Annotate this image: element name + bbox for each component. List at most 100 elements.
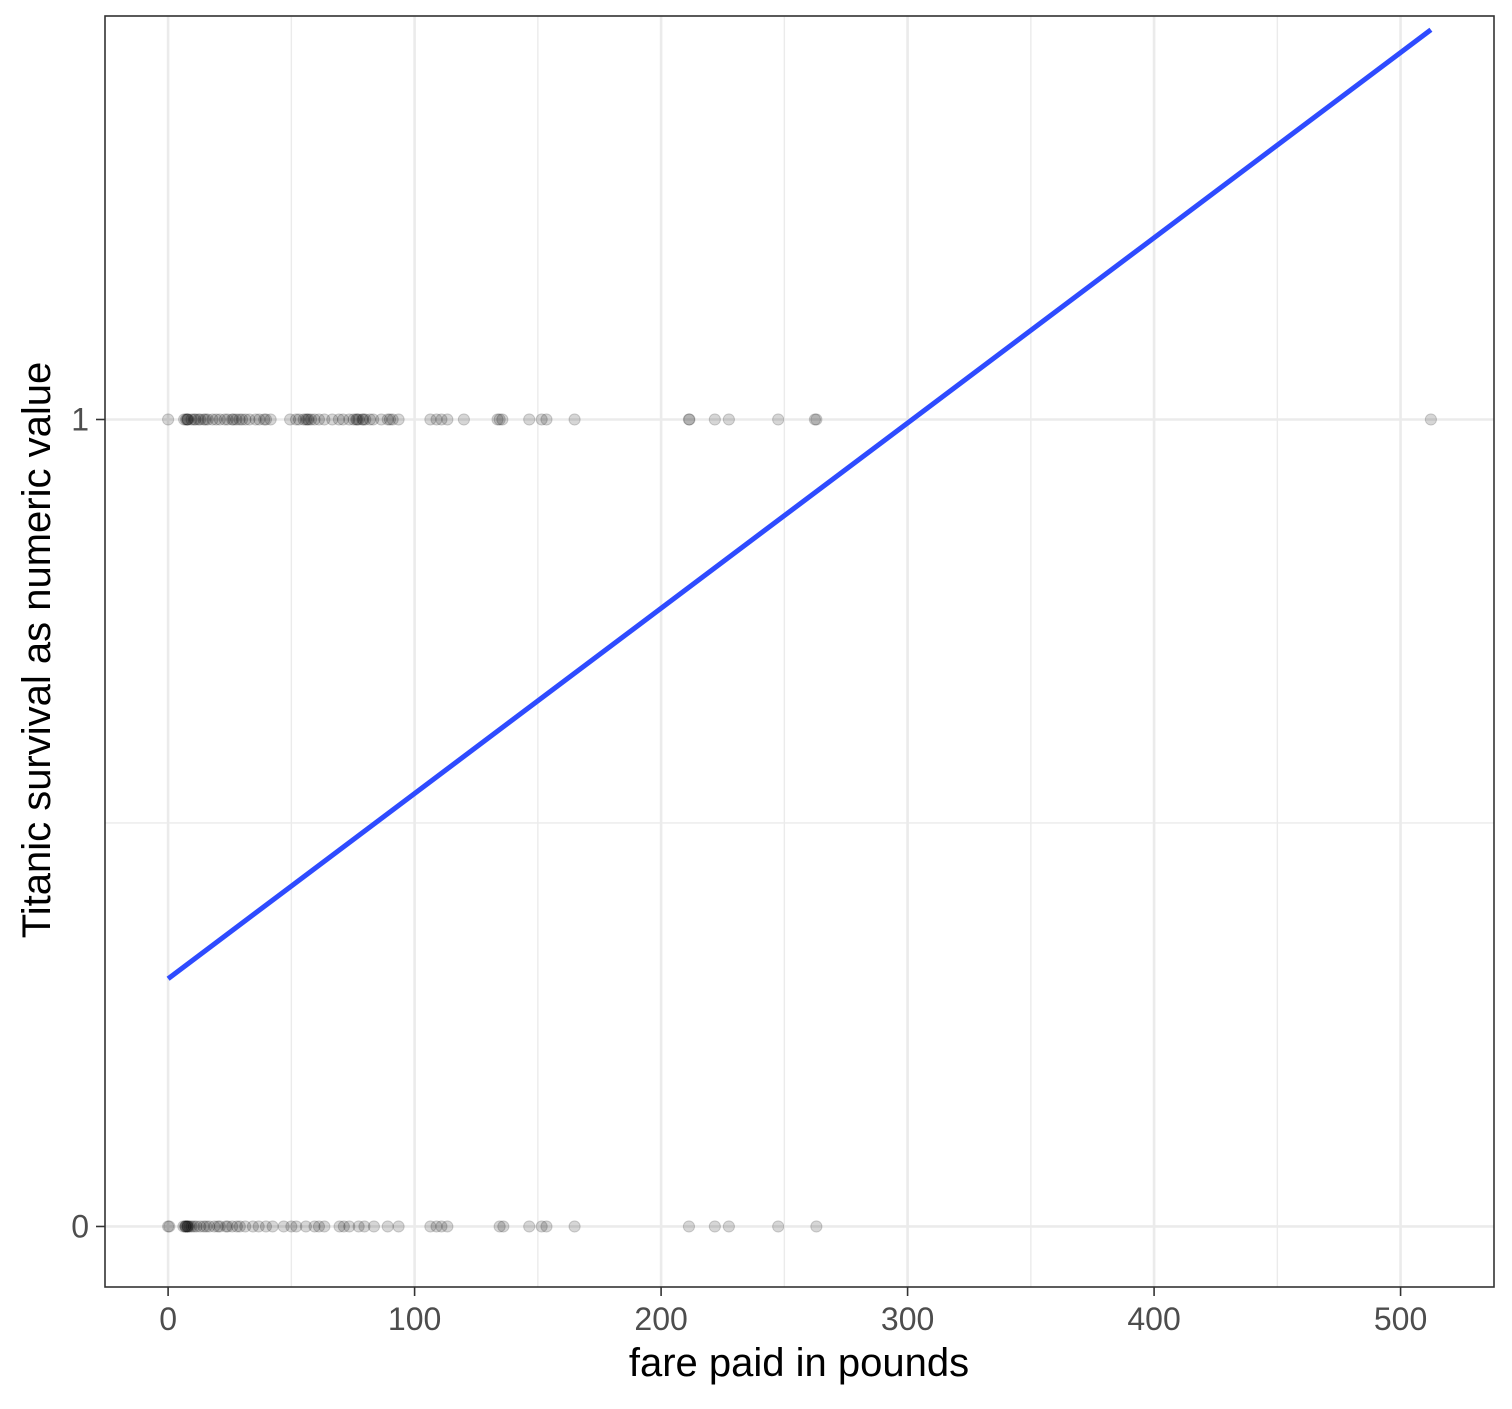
data-point: [356, 413, 369, 426]
y-tick-label: 0: [71, 1208, 89, 1244]
data-point: [810, 1220, 823, 1233]
data-point: [230, 1220, 243, 1233]
data-point: [190, 1220, 203, 1233]
data-point: [179, 1220, 192, 1233]
y-tick-label: 1: [71, 401, 89, 437]
data-point: [259, 1220, 273, 1233]
data-point: [535, 413, 548, 426]
data-point: [343, 413, 356, 426]
data-point: [523, 413, 536, 426]
data-point: [235, 413, 249, 426]
data-point: [181, 413, 194, 426]
data-point: [185, 413, 198, 426]
data-point: [424, 413, 437, 426]
data-point: [326, 413, 339, 426]
data-point: [181, 1220, 194, 1233]
data-point: [493, 413, 506, 426]
data-point: [208, 1220, 221, 1233]
y-axis-ticks: 01: [71, 401, 105, 1244]
data-point: [457, 413, 470, 426]
data-point: [441, 1220, 454, 1233]
data-point: [332, 413, 346, 426]
x-tick-label: 200: [634, 1301, 687, 1337]
data-point: [347, 413, 360, 426]
data-point: [290, 1220, 303, 1233]
data-point: [683, 413, 696, 426]
data-point: [343, 1220, 356, 1233]
data-point: [197, 1220, 210, 1233]
data-point: [424, 1220, 437, 1233]
major-gridlines: [105, 16, 1494, 1287]
data-point: [285, 1220, 298, 1233]
data-point: [246, 1220, 259, 1233]
data-point: [497, 1220, 510, 1233]
data-point: [568, 413, 581, 426]
data-point: [221, 1220, 234, 1233]
data-point: [301, 413, 314, 426]
data-point: [230, 413, 243, 426]
x-tick-label: 100: [388, 1301, 441, 1337]
data-point: [180, 413, 194, 426]
data-point: [722, 413, 735, 426]
data-point: [312, 413, 326, 426]
x-axis-title: fare paid in pounds: [629, 1341, 969, 1385]
data-point: [308, 1220, 321, 1233]
data-point: [352, 1220, 365, 1233]
data-point: [358, 1220, 371, 1233]
data-point: [381, 413, 394, 426]
data-point: [192, 413, 205, 426]
fit-line: [166, 27, 1433, 981]
x-axis-ticks: 0 100 200 300 400 500: [159, 1287, 1427, 1337]
data-point: [264, 413, 277, 426]
data-point: [523, 1220, 536, 1233]
data-point: [312, 1220, 326, 1233]
data-point: [351, 413, 364, 426]
data-point: [299, 413, 312, 426]
data-point: [435, 1220, 448, 1233]
data-point: [210, 413, 223, 426]
data-point: [206, 413, 219, 426]
data-point: [226, 1220, 239, 1233]
data-point: [375, 413, 388, 426]
data-point: [367, 1220, 381, 1233]
data-point: [682, 1220, 696, 1233]
y-axis-title: Titanic survival as numeric value: [15, 362, 59, 939]
data-point: [227, 413, 240, 426]
data-point: [179, 1220, 193, 1233]
data-point: [258, 413, 271, 426]
data-point: [177, 1220, 190, 1233]
data-point: [772, 413, 785, 426]
data-point: [359, 413, 372, 426]
data-point: [277, 1220, 290, 1233]
data-point: [808, 413, 822, 426]
data-point: [200, 1220, 213, 1233]
data-point: [722, 1220, 735, 1233]
data-point: [253, 413, 266, 426]
data-point: [682, 413, 696, 426]
data-point: [233, 413, 246, 426]
data-point: [163, 1220, 176, 1233]
data-point: [350, 413, 363, 426]
data-point: [367, 413, 380, 426]
data-point: [211, 1220, 224, 1233]
data-point: [299, 1220, 312, 1233]
data-point: [219, 1220, 233, 1233]
data-point: [386, 413, 399, 426]
data-point: [181, 1220, 194, 1233]
data-point: [430, 413, 443, 426]
data-point: [491, 413, 504, 426]
data-point: [179, 413, 193, 426]
data-point: [181, 413, 195, 426]
data-point: [302, 413, 315, 426]
data-point: [540, 1220, 553, 1233]
data-point: [252, 1220, 265, 1233]
data-point: [1424, 413, 1437, 426]
data-point: [226, 413, 239, 426]
data-point: [297, 413, 310, 426]
data-point: [243, 413, 256, 426]
data-point: [568, 1220, 581, 1233]
data-point: [772, 1220, 785, 1233]
data-point: [221, 413, 234, 426]
